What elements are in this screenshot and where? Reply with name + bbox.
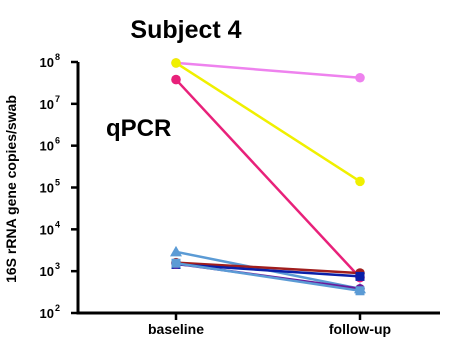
series-line xyxy=(175,263,361,278)
series-line xyxy=(175,61,361,80)
y-tick-label: 10 xyxy=(40,222,54,237)
y-tick-label: 10 xyxy=(40,55,54,70)
y-tick-exponent: 2 xyxy=(55,303,60,313)
series-line xyxy=(175,261,361,293)
y-tick-exponent: 5 xyxy=(55,178,60,188)
data-point xyxy=(355,176,365,187)
data-point xyxy=(170,245,182,257)
y-tick-label: 10 xyxy=(40,264,54,279)
data-point xyxy=(355,271,365,281)
y-tick-label: 10 xyxy=(40,139,54,154)
data-point xyxy=(171,58,181,68)
y-tick-exponent: 4 xyxy=(55,219,60,229)
data-point xyxy=(171,258,181,268)
y-tick-label: 10 xyxy=(40,306,54,321)
data-point xyxy=(355,72,365,83)
series-layer xyxy=(170,58,366,296)
series-3 xyxy=(171,74,365,283)
y-tick-exponent: 3 xyxy=(55,261,60,271)
data-point xyxy=(171,74,181,85)
x-tick-label: follow-up xyxy=(329,321,391,337)
y-axis-label: 16S rRNA gene copies/swab xyxy=(3,95,19,283)
x-tick-label: baseline xyxy=(148,321,204,337)
chart-annotation: qPCR xyxy=(106,115,171,142)
data-point xyxy=(355,286,365,296)
series-8 xyxy=(171,258,365,296)
series-line xyxy=(175,261,361,275)
y-tick-label: 10 xyxy=(40,97,54,112)
y-tick-exponent: 7 xyxy=(55,94,60,104)
series-2 xyxy=(171,58,365,187)
series-line xyxy=(175,61,361,183)
chart-title: Subject 4 xyxy=(130,16,241,44)
y-tick-exponent: 8 xyxy=(55,52,60,62)
series-line xyxy=(175,78,361,279)
y-tick-label: 10 xyxy=(40,181,54,196)
y-tick-exponent: 6 xyxy=(55,136,60,146)
